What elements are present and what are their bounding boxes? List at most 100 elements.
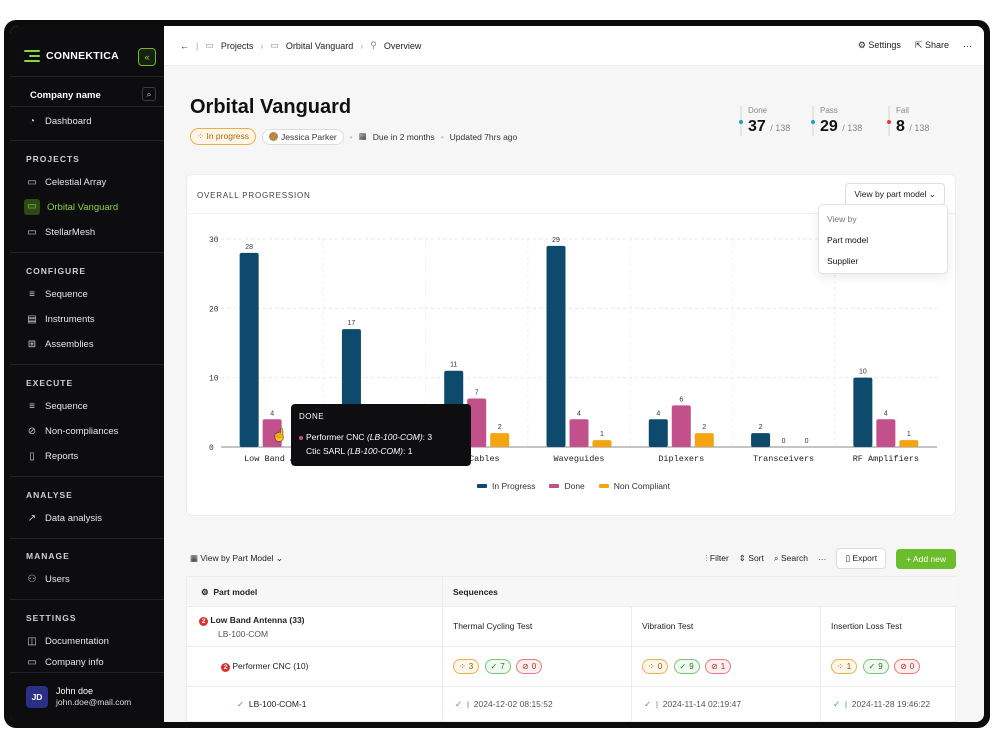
export-button[interactable]: ▯ Export (836, 548, 887, 569)
bar[interactable] (239, 252, 259, 447)
bar[interactable] (467, 398, 487, 447)
brand-name: CONNEKTICA (46, 50, 119, 62)
sidebar-item-label: Company info (45, 656, 104, 668)
x-tick-label: Transceivers (753, 454, 814, 464)
bar[interactable] (751, 433, 771, 447)
failed-badge: ⊘ 0 (516, 659, 543, 674)
bar[interactable] (876, 419, 896, 447)
in-progress-badge: ⁘ 0 (642, 659, 669, 674)
table-row[interactable]: 2 Low Band Antenna (33) LB-100-COM (187, 607, 443, 647)
status-counts: ⁘ 3 ✓ 7 ⊘ 0 (443, 647, 632, 687)
menu-item-supplier[interactable]: Supplier (827, 256, 859, 266)
legend-item[interactable]: In Progress (477, 481, 535, 491)
bar[interactable] (262, 419, 282, 447)
bar[interactable] (853, 377, 873, 447)
tooltip-row: Ctic SARL (LB-100-COM): 1 (306, 446, 413, 456)
owner-chip[interactable]: Jessica Parker (262, 128, 344, 145)
sidebar-item-label: Orbital Vanguard (47, 201, 119, 213)
sidebar-item-company-info[interactable]: ▭ Company info (26, 656, 156, 668)
sidebar: CONNEKTICA « Company name ⌕ ◔ Dashboard … (10, 26, 164, 722)
sidebar-item-non-compliances[interactable]: ⊘ Non-compliances (26, 422, 156, 440)
sidebar-item-dashboard[interactable]: ◔ Dashboard (26, 112, 156, 130)
sort-button[interactable]: ⇕ Sort (738, 553, 764, 563)
sidebar-item-execute-sequence[interactable]: ≡ Sequence (26, 397, 156, 415)
bar[interactable] (490, 433, 510, 447)
breadcrumb-projects[interactable]: Projects (220, 40, 254, 51)
menu-item-part-model[interactable]: Part model (827, 235, 869, 245)
bar[interactable] (592, 440, 612, 447)
table-row[interactable]: 2 Performer CNC (10) (187, 647, 443, 687)
search-button[interactable]: ⌕ Search (773, 553, 808, 563)
sidebar-item-reports[interactable]: ▯ Reports (26, 447, 156, 465)
menu-header: View by (827, 214, 857, 224)
sidebar-item-data-analysis[interactable]: ↗ Data analysis (26, 509, 156, 527)
folder-icon: ▭ (27, 176, 37, 188)
bar-value-label: 6 (679, 396, 683, 403)
card-title: OVERALL PROGRESSION (197, 191, 311, 200)
add-new-button[interactable]: + Add new (896, 548, 956, 569)
sidebar-item-configure-sequence[interactable]: ≡ Sequence (26, 285, 156, 303)
sidebar-item-stellarmesh[interactable]: ▭ StellarMesh (26, 223, 156, 241)
bar[interactable] (546, 245, 566, 447)
view-by-part-model-button[interactable]: ▦ View by Part Model ⌄ (190, 553, 283, 563)
view-by-dropdown-button[interactable]: View by part model ⌄ (845, 183, 945, 206)
folder-icon: ▭ (270, 40, 279, 50)
bar-value-label: 2 (702, 424, 706, 431)
user-email: john.doe@mail.com (56, 697, 132, 707)
legend-item[interactable]: Non Compliant (598, 481, 670, 491)
column-header-part-model[interactable]: ⚙ Part model (187, 577, 443, 607)
bar-value-label: 0 (782, 438, 786, 445)
connektica-logo-icon (24, 50, 40, 62)
sidebar-item-celestial-array[interactable]: ▭ Celestial Array (26, 173, 156, 191)
status-counts: ⁘ 1 ✓ 9 ⊘ 0 (821, 647, 957, 687)
x-tick-label: RF Amplifiers (853, 454, 919, 464)
collapse-sidebar-button[interactable]: « (138, 48, 156, 66)
breadcrumb-overview[interactable]: Overview (383, 40, 422, 51)
part-model-name: Low Band Antenna (33) (210, 615, 305, 625)
spinner-icon: ⁘ (197, 131, 207, 141)
calendar-icon: ▦ (358, 131, 367, 141)
sidebar-item-orbital-vanguard[interactable]: ▭ Orbital Vanguard (24, 198, 154, 216)
breadcrumb-project[interactable]: Orbital Vanguard (285, 40, 354, 51)
sidebar-item-documentation[interactable]: ◫ Documentation (26, 632, 156, 650)
bar[interactable] (569, 419, 589, 447)
sidebar-item-instruments[interactable]: ▤ Instruments (26, 310, 156, 328)
more-menu-button[interactable]: ··· (963, 40, 972, 51)
table-icon: ▦ (190, 553, 201, 563)
bar[interactable] (899, 440, 919, 447)
folder-icon: ▭ (205, 40, 214, 50)
sequence-table: ⚙ Part model Sequences 2 Low Band Antenn… (186, 576, 957, 722)
sidebar-item-label: Reports (45, 450, 79, 462)
y-tick-label: 20 (209, 305, 219, 314)
back-arrow-icon[interactable]: ← (180, 40, 189, 51)
bar[interactable] (671, 405, 691, 447)
search-icon[interactable]: ⌕ (142, 87, 156, 101)
view-by-menu: View by Part model Supplier (818, 204, 948, 274)
alert-badge: 2 (199, 617, 208, 626)
bar[interactable] (694, 433, 714, 447)
section-projects: PROJECTS (26, 154, 80, 164)
share-button[interactable]: ⇱ Share (914, 40, 949, 50)
export-icon: ▯ (845, 553, 853, 563)
company-name[interactable]: Company name (30, 90, 101, 101)
bar-value-label: 4 (656, 410, 660, 417)
sidebar-item-assemblies[interactable]: ⊞ Assemblies (26, 335, 156, 353)
non-compliance-icon: ⊘ (27, 425, 37, 437)
sequence-header: Vibration Test (632, 607, 821, 647)
more-button[interactable]: ··· (817, 553, 827, 564)
sidebar-item-users[interactable]: ⚇ Users (26, 570, 156, 588)
stat-pass: Pass 29 / 138 (811, 106, 862, 136)
bar-value-label: 4 (270, 410, 274, 417)
status-badge[interactable]: ⁘ In progress (190, 128, 257, 145)
avatar (269, 132, 279, 141)
table-row[interactable]: ✓ LB-100-COM-1 (187, 687, 443, 722)
in-progress-badge: ⁘ 3 (453, 659, 480, 674)
x-tick-label: Waveguides (553, 454, 604, 464)
settings-button[interactable]: ⚙ Settings (857, 40, 901, 50)
bar[interactable] (648, 419, 668, 447)
top-bar: ← | ▭ Projects › ▭ Orbital Vanguard › ⚲ … (164, 26, 984, 66)
filter-button[interactable]: ⫶ Filter (705, 553, 729, 563)
y-tick-label: 30 (209, 236, 219, 245)
user-profile[interactable]: JD John doe john.doe@mail.com (10, 672, 164, 722)
legend-item[interactable]: Done (549, 481, 585, 491)
